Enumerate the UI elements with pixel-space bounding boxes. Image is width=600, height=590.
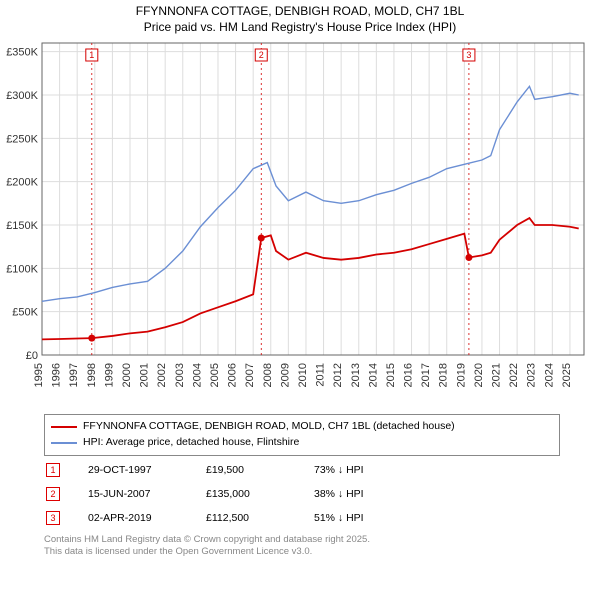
x-tick-label: 2002 [156, 363, 168, 387]
x-tick-label: 2007 [244, 363, 256, 387]
event-row: 3 02-APR-2019 £112,500 51% ↓ HPI [44, 506, 560, 530]
y-tick-label: £50K [12, 307, 38, 319]
sale-badge-number: 2 [259, 50, 264, 60]
title-line-2: Price paid vs. HM Land Registry's House … [0, 20, 600, 36]
x-tick-label: 2025 [561, 363, 573, 387]
event-date: 29-OCT-1997 [88, 464, 178, 476]
footer-line-1: Contains HM Land Registry data © Crown c… [44, 534, 560, 546]
x-tick-label: 2019 [455, 363, 467, 387]
event-badge: 3 [46, 511, 60, 525]
x-tick-label: 2012 [332, 363, 344, 387]
x-tick-label: 2024 [543, 363, 555, 387]
y-tick-label: £250K [6, 134, 38, 146]
footer-line-2: This data is licensed under the Open Gov… [44, 546, 560, 558]
sale-point [258, 235, 265, 242]
y-tick-label: £200K [6, 177, 38, 189]
x-tick-label: 2021 [491, 363, 503, 387]
x-tick-label: 1996 [51, 363, 63, 387]
legend-label: HPI: Average price, detached house, Flin… [83, 435, 299, 451]
x-tick-label: 2015 [385, 363, 397, 387]
x-tick-label: 2000 [121, 363, 133, 387]
event-row: 2 15-JUN-2007 £135,000 38% ↓ HPI [44, 482, 560, 506]
legend-swatch [51, 442, 77, 444]
event-date: 02-APR-2019 [88, 512, 178, 524]
x-tick-label: 2003 [174, 363, 186, 387]
y-tick-label: £100K [6, 264, 38, 276]
event-row: 1 29-OCT-1997 £19,500 73% ↓ HPI [44, 458, 560, 482]
title-line-1: FFYNNONFA COTTAGE, DENBIGH ROAD, MOLD, C… [0, 4, 600, 20]
y-tick-label: £0 [26, 350, 38, 362]
x-tick-label: 2004 [191, 363, 203, 387]
x-tick-label: 2001 [139, 363, 151, 387]
y-tick-label: £300K [6, 90, 38, 102]
event-date: 15-JUN-2007 [88, 488, 178, 500]
sale-point [465, 254, 472, 261]
event-badge: 1 [46, 463, 60, 477]
chart-container: FFYNNONFA COTTAGE, DENBIGH ROAD, MOLD, C… [0, 0, 600, 408]
x-tick-label: 2020 [473, 363, 485, 387]
legend-swatch [51, 426, 77, 428]
x-tick-label: 2011 [315, 363, 327, 387]
legend: FFYNNONFA COTTAGE, DENBIGH ROAD, MOLD, C… [44, 414, 560, 456]
event-badge: 2 [46, 487, 60, 501]
event-price: £112,500 [206, 512, 286, 524]
x-tick-label: 2017 [420, 363, 432, 387]
x-tick-label: 2014 [367, 363, 379, 387]
x-tick-label: 2023 [526, 363, 538, 387]
legend-row: HPI: Average price, detached house, Flin… [51, 435, 553, 451]
x-tick-label: 2016 [403, 363, 415, 387]
x-tick-label: 2013 [350, 363, 362, 387]
event-delta: 38% ↓ HPI [314, 488, 364, 500]
x-tick-label: 2010 [297, 363, 309, 387]
y-tick-label: £350K [6, 47, 38, 59]
x-tick-label: 1997 [68, 363, 80, 387]
chart-svg: £0 £50K £100K £150K £200K £250K £300K £350K 1995… [0, 35, 600, 407]
y-tick-label: £150K [6, 220, 38, 232]
x-tick-label: 2006 [227, 363, 239, 387]
x-tick-label: 1998 [86, 363, 98, 387]
x-tick-label: 1999 [103, 363, 115, 387]
event-delta: 51% ↓ HPI [314, 512, 364, 524]
x-tick-label: 1995 [33, 363, 45, 387]
x-tick-label: 2008 [262, 363, 274, 387]
event-price: £135,000 [206, 488, 286, 500]
chart-title: FFYNNONFA COTTAGE, DENBIGH ROAD, MOLD, C… [0, 0, 600, 35]
sale-badge-number: 3 [466, 50, 471, 60]
legend-label: FFYNNONFA COTTAGE, DENBIGH ROAD, MOLD, C… [83, 419, 455, 435]
event-price: £19,500 [206, 464, 286, 476]
sale-events: 1 29-OCT-1997 £19,500 73% ↓ HPI 2 15-JUN-2007… [44, 458, 560, 530]
sale-point [88, 335, 95, 342]
legend-row: FFYNNONFA COTTAGE, DENBIGH ROAD, MOLD, C… [51, 419, 553, 435]
x-tick-label: 2018 [438, 363, 450, 387]
sale-badge-number: 1 [89, 50, 94, 60]
series-property [42, 218, 579, 339]
series-hpi [42, 87, 579, 302]
x-tick-label: 2009 [279, 363, 291, 387]
x-tick-label: 2022 [508, 363, 520, 387]
footer-attribution: Contains HM Land Registry data © Crown c… [44, 534, 560, 559]
x-tick-label: 2005 [209, 363, 221, 387]
event-delta: 73% ↓ HPI [314, 464, 364, 476]
